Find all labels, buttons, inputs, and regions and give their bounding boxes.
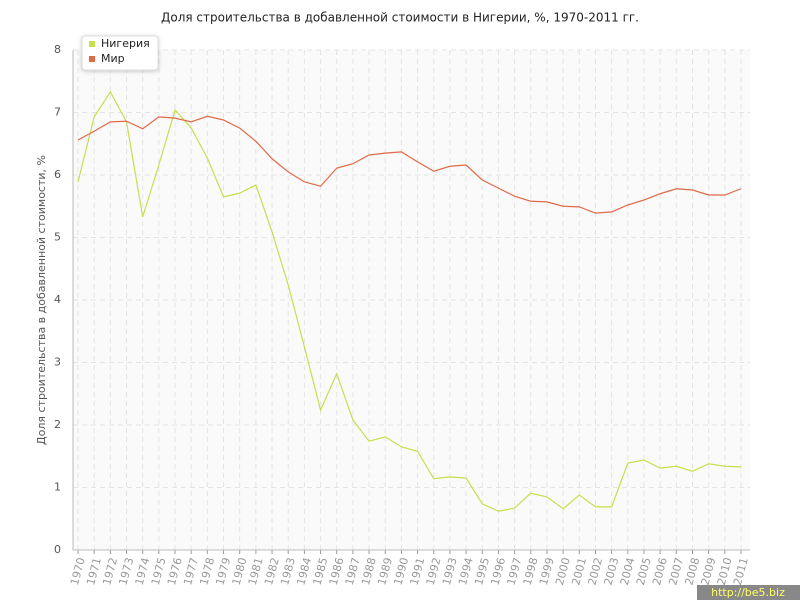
y-tick-label: 3 — [54, 356, 61, 369]
y-tick-label: 0 — [54, 543, 61, 556]
y-axis-label: Доля строительства в добавленной стоимос… — [35, 155, 48, 445]
series-line — [77, 115, 742, 214]
y-tick-label: 2 — [54, 418, 61, 431]
legend-label: Мир — [101, 52, 125, 65]
chart-title: Доля строительства в добавленной стоимос… — [161, 11, 639, 25]
watermark-bg — [697, 585, 800, 600]
y-tick-label: 4 — [54, 293, 61, 306]
y-tick-label: 6 — [54, 168, 61, 181]
legend-box — [81, 35, 159, 71]
y-tick-label: 5 — [54, 231, 61, 244]
legend-swatch — [89, 56, 95, 62]
y-tick-label: 8 — [54, 43, 61, 56]
series-line — [77, 90, 742, 512]
legend-swatch — [89, 41, 95, 47]
y-tick-label: 7 — [54, 106, 61, 119]
y-tick-label: 1 — [54, 481, 61, 494]
legend-label: Нигерия — [101, 37, 150, 50]
watermark: http://be5.biz — [711, 586, 785, 599]
